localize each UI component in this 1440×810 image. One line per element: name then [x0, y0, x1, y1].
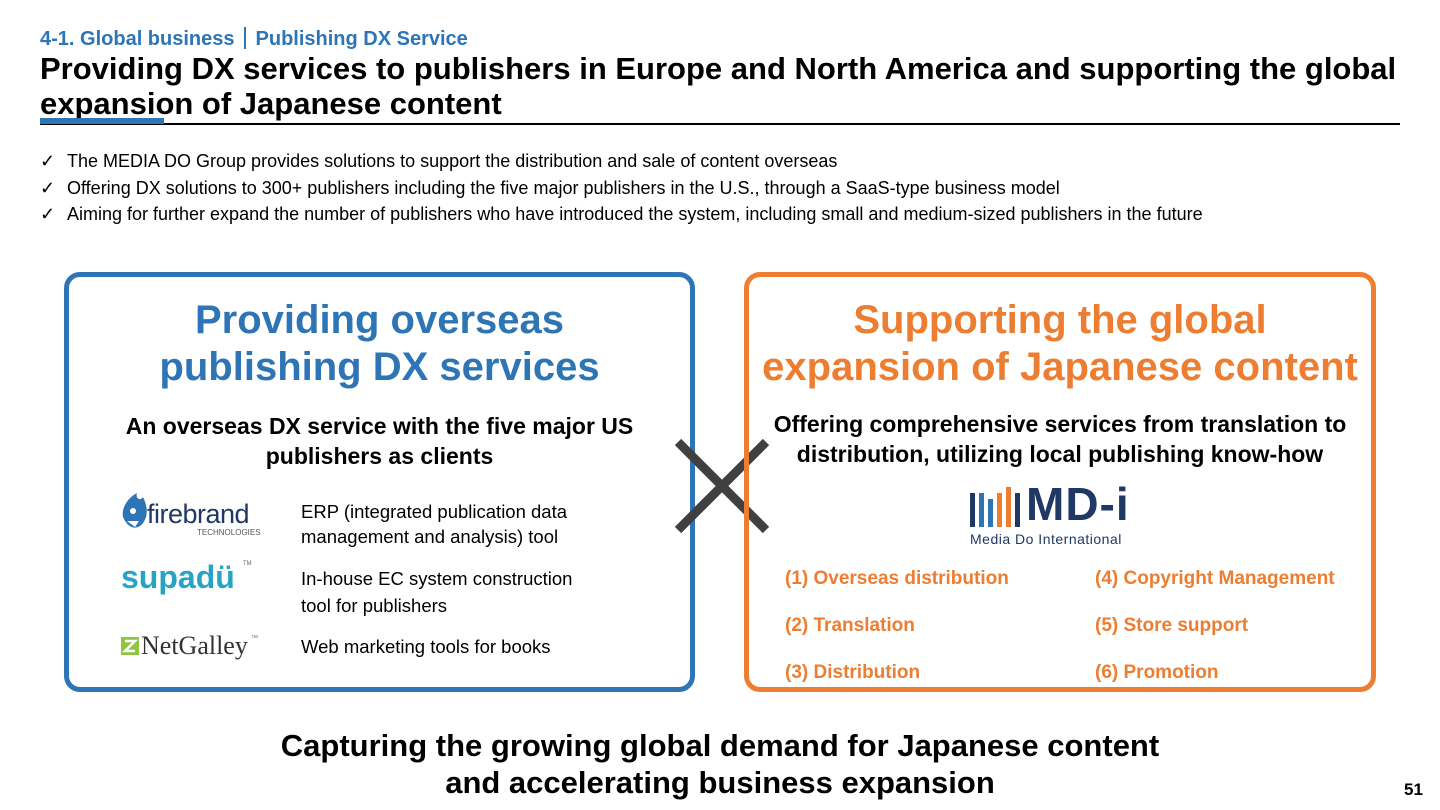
mdi-service-copyright-management: (4) Copyright Management — [1095, 568, 1335, 589]
dx-heading-line1: Providing overseas — [194, 298, 565, 342]
mdi-service-overseas-distribution: (1) Overseas distribution — [785, 568, 1009, 589]
netgalley-logo: NetGalley ™ — [119, 631, 259, 665]
check-icon: ✓ — [40, 204, 56, 224]
conclusion-line2: and accelerating business expansion — [445, 765, 995, 800]
netgalley-wordmark: NetGalley — [141, 631, 248, 660]
mdi-service-distribution: (3) Distribution — [785, 662, 921, 683]
mdi-wordmark: MD-i — [1026, 478, 1130, 530]
bullet-item: ✓ Offering DX solutions to 300+ publisher… — [40, 175, 1203, 202]
firebrand-mascot-icon — [122, 493, 147, 528]
page-title: Providing DX services to publishers in E… — [40, 51, 1397, 121]
page-number: 51 — [1404, 780, 1423, 799]
dx-services-box: Providing overseas publishing DX service… — [64, 272, 695, 692]
firebrand-wordmark: firebrand — [147, 499, 250, 529]
dx-heading-line2: publishing DX services — [159, 345, 600, 389]
supadu-wordmark: supadü — [121, 559, 235, 595]
bullet-item: ✓ Aiming for further expand the number of… — [40, 201, 1203, 228]
global-expansion-subheading: Offering comprehensive services from tra… — [749, 409, 1371, 469]
breadcrumb: 4-1. Global business Publishing DX Servic… — [40, 27, 468, 51]
breadcrumb-section: 4-1. Global business — [40, 28, 235, 50]
dx-services-subheading: An overseas DX service with the five maj… — [69, 411, 690, 471]
service-erp-description: ERP (integrated publication data managem… — [301, 499, 631, 549]
service-ec-line1: In-house EC system construction — [301, 568, 573, 589]
firebrand-logo: firebrand TECHNOLOGIES — [119, 487, 261, 539]
mdi-bars-icon — [970, 487, 1020, 527]
dx-subheading-line2: publishers as clients — [265, 443, 494, 469]
service-ec-description: In-house EC system construction tool for… — [301, 565, 631, 619]
global-expansion-heading: Supporting the global expansion of Japan… — [749, 297, 1371, 391]
bullet-item: ✓ The MEDIA DO Group provides solutions t… — [40, 148, 1203, 175]
bullet-text: Offering DX solutions to 300+ publishers… — [67, 177, 1060, 198]
bullet-list: ✓ The MEDIA DO Group provides solutions t… — [40, 148, 1203, 228]
breadcrumb-subsection: Publishing DX Service — [255, 28, 468, 50]
netgalley-tm: ™ — [251, 635, 258, 642]
global-heading-line1: Supporting the global — [853, 298, 1267, 342]
supadu-logo: supadü TM — [119, 559, 252, 599]
service-marketing-line1: Web marketing tools for books — [301, 636, 551, 657]
check-icon: ✓ — [40, 151, 56, 171]
bullet-text: The MEDIA DO Group provides solutions to… — [67, 151, 838, 171]
mdi-service-translation: (2) Translation — [785, 615, 915, 636]
title-accent-bar — [40, 118, 164, 124]
global-expansion-box: Supporting the global expansion of Japan… — [744, 272, 1376, 692]
bullet-text: Aiming for further expand the number of … — [67, 204, 1203, 224]
conclusion-statement: Capturing the growing global demand for … — [0, 727, 1440, 801]
title-divider — [40, 123, 1400, 125]
netgalley-mark-icon — [121, 637, 139, 655]
firebrand-wordmark-sub: TECHNOLOGIES — [197, 528, 261, 537]
mdi-service-promotion: (6) Promotion — [1095, 662, 1219, 683]
dx-subheading-line1: An overseas DX service with the five maj… — [125, 413, 634, 439]
global-subheading-line2: distribution, utilizing local publishing… — [796, 441, 1324, 467]
service-marketing-description: Web marketing tools for books — [301, 634, 631, 659]
check-icon: ✓ — [40, 177, 56, 198]
cross-icon — [674, 438, 770, 534]
mdi-wordmark-sub: Media Do International — [970, 531, 1122, 547]
mdi-service-store-support: (5) Store support — [1095, 615, 1249, 636]
global-heading-line2: expansion of Japanese content — [762, 345, 1358, 389]
supadu-tm: TM — [243, 561, 252, 567]
conclusion-line1: Capturing the growing global demand for … — [280, 728, 1160, 763]
dx-services-heading: Providing overseas publishing DX service… — [69, 297, 690, 391]
mdi-logo: MD-i Media Do International — [970, 478, 1150, 549]
service-erp-line1: ERP (integrated publication data — [301, 501, 568, 522]
service-erp-line2: management and analysis) tool — [301, 526, 559, 547]
breadcrumb-separator — [243, 27, 246, 49]
global-subheading-line1: Offering comprehensive services from tra… — [773, 411, 1347, 437]
service-ec-line2: tool for publishers — [301, 595, 448, 616]
